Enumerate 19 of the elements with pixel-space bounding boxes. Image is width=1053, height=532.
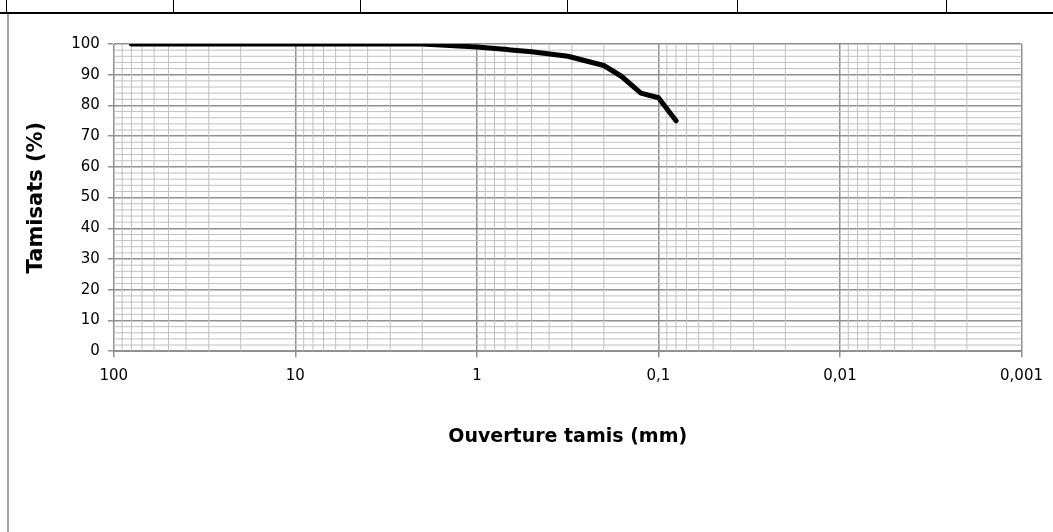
x-axis-title: Ouverture tamis (mm): [448, 423, 688, 446]
x-tick-label: 0,1: [646, 366, 671, 385]
y-tick-label: 0: [90, 341, 100, 360]
y-tick-label: 70: [80, 126, 100, 145]
y-tick-label: 50: [80, 187, 100, 206]
y-axis-title: Tamisats (%): [23, 121, 48, 274]
y-tick-label: 80: [80, 95, 100, 114]
y-tick-label: 30: [80, 248, 100, 267]
x-tick-label: 1: [472, 366, 482, 385]
x-tick-label: 0,01: [823, 366, 857, 385]
x-tick-label: 10: [285, 366, 305, 385]
y-tick-label: 90: [80, 64, 100, 83]
y-tick-label: 10: [80, 310, 100, 329]
y-tick-label: 60: [80, 156, 100, 175]
y-tick-label: 100: [71, 33, 100, 52]
y-tick-label: 20: [80, 279, 100, 298]
x-tick-label: 100: [99, 366, 129, 385]
x-tick-label: 0,001: [1000, 366, 1044, 385]
y-tick-label: 40: [80, 218, 100, 237]
